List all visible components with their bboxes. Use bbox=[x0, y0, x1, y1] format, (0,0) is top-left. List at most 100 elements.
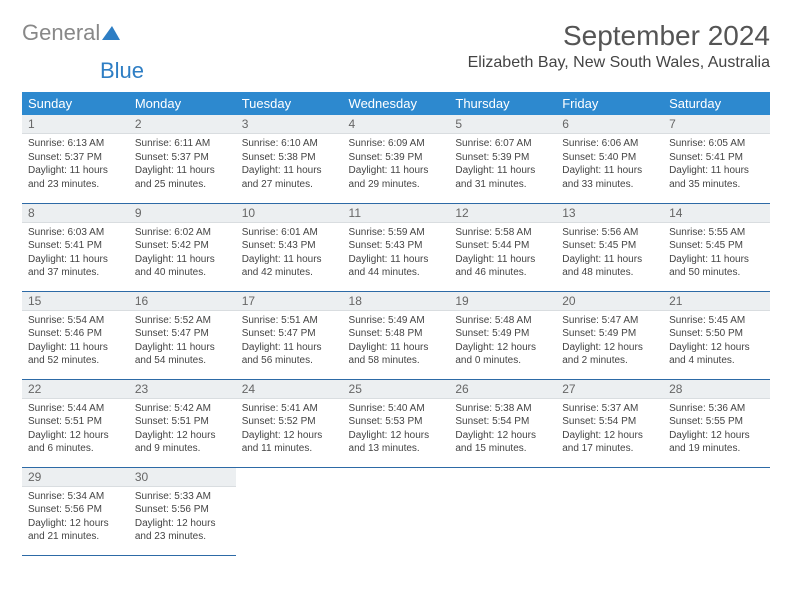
day-number: 18 bbox=[343, 292, 450, 311]
sunrise-line: Sunrise: 6:06 AM bbox=[562, 137, 657, 151]
calendar-cell bbox=[236, 467, 343, 555]
daylight-line-2: and 33 minutes. bbox=[562, 178, 657, 192]
day-number: 17 bbox=[236, 292, 343, 311]
day-body: Sunrise: 5:37 AMSunset: 5:54 PMDaylight:… bbox=[556, 399, 663, 460]
calendar-cell: 18 Sunrise: 5:49 AMSunset: 5:48 PMDayligh… bbox=[343, 291, 450, 379]
daylight-line-1: Daylight: 11 hours bbox=[28, 164, 123, 178]
day-body: Sunrise: 6:10 AMSunset: 5:38 PMDaylight:… bbox=[236, 134, 343, 195]
calendar-cell bbox=[343, 467, 450, 555]
weekday-header-row: Sunday Monday Tuesday Wednesday Thursday… bbox=[22, 92, 770, 115]
day-body: Sunrise: 5:38 AMSunset: 5:54 PMDaylight:… bbox=[449, 399, 556, 460]
calendar-cell: 11Sunrise: 5:59 AMSunset: 5:43 PMDayligh… bbox=[343, 203, 450, 291]
calendar-cell: 19Sunrise: 5:48 AMSunset: 5:49 PMDayligh… bbox=[449, 291, 556, 379]
day-body: Sunrise: 5:52 AMSunset: 5:47 PMDaylight:… bbox=[129, 311, 236, 372]
day-number: 26 bbox=[449, 380, 556, 399]
day-body: Sunrise: 5:47 AMSunset: 5:49 PMDaylight:… bbox=[556, 311, 663, 372]
calendar-cell: 22Sunrise: 5:44 AMSunset: 5:51 PMDayligh… bbox=[22, 379, 129, 467]
day-body: Sunrise: 6:06 AMSunset: 5:40 PMDaylight:… bbox=[556, 134, 663, 195]
sunset-line: Sunset: 5:44 PM bbox=[455, 239, 550, 253]
calendar-cell: 3Sunrise: 6:10 AMSunset: 5:38 PMDaylight… bbox=[236, 115, 343, 203]
daylight-line-1: Daylight: 12 hours bbox=[669, 341, 764, 355]
calendar-row: 29Sunrise: 5:34 AMSunset: 5:56 PMDayligh… bbox=[22, 467, 770, 555]
calendar-cell: 21Sunrise: 5:45 AMSunset: 5:50 PMDayligh… bbox=[663, 291, 770, 379]
calendar-cell: 16Sunrise: 5:52 AMSunset: 5:47 PMDayligh… bbox=[129, 291, 236, 379]
daylight-line-2: and 50 minutes. bbox=[669, 266, 764, 280]
day-body: Sunrise: 5:42 AMSunset: 5:51 PMDaylight:… bbox=[129, 399, 236, 460]
day-body: Sunrise: 6:01 AMSunset: 5:43 PMDaylight:… bbox=[236, 223, 343, 284]
day-body: Sunrise: 5:58 AMSunset: 5:44 PMDaylight:… bbox=[449, 223, 556, 284]
day-body: Sunrise: 6:03 AMSunset: 5:41 PMDaylight:… bbox=[22, 223, 129, 284]
day-body: Sunrise: 5:33 AMSunset: 5:56 PMDaylight:… bbox=[129, 487, 236, 548]
sunset-line: Sunset: 5:38 PM bbox=[242, 151, 337, 165]
day-body: Sunrise: 5:59 AMSunset: 5:43 PMDaylight:… bbox=[343, 223, 450, 284]
sunrise-line: Sunrise: 5:45 AM bbox=[669, 314, 764, 328]
sunrise-line: Sunrise: 5:38 AM bbox=[455, 402, 550, 416]
day-number: 25 bbox=[343, 380, 450, 399]
day-number: 2 bbox=[129, 115, 236, 134]
daylight-line-1: Daylight: 11 hours bbox=[242, 341, 337, 355]
daylight-line-2: and 54 minutes. bbox=[135, 354, 230, 368]
daylight-line-1: Daylight: 12 hours bbox=[455, 429, 550, 443]
sunset-line: Sunset: 5:51 PM bbox=[28, 415, 123, 429]
weekday-header: Tuesday bbox=[236, 92, 343, 115]
day-body: Sunrise: 6:13 AMSunset: 5:37 PMDaylight:… bbox=[22, 134, 129, 195]
daylight-line-1: Daylight: 11 hours bbox=[242, 164, 337, 178]
daylight-line-2: and 21 minutes. bbox=[28, 530, 123, 544]
daylight-line-2: and 23 minutes. bbox=[28, 178, 123, 192]
daylight-line-1: Daylight: 12 hours bbox=[455, 341, 550, 355]
daylight-line-1: Daylight: 12 hours bbox=[28, 429, 123, 443]
day-number: 9 bbox=[129, 204, 236, 223]
day-body: Sunrise: 6:09 AMSunset: 5:39 PMDaylight:… bbox=[343, 134, 450, 195]
daylight-line-2: and 42 minutes. bbox=[242, 266, 337, 280]
sunset-line: Sunset: 5:40 PM bbox=[562, 151, 657, 165]
calendar-cell: 14Sunrise: 5:55 AMSunset: 5:45 PMDayligh… bbox=[663, 203, 770, 291]
calendar-cell: 7Sunrise: 6:05 AMSunset: 5:41 PMDaylight… bbox=[663, 115, 770, 203]
calendar-cell: 23Sunrise: 5:42 AMSunset: 5:51 PMDayligh… bbox=[129, 379, 236, 467]
sunset-line: Sunset: 5:48 PM bbox=[349, 327, 444, 341]
sunset-line: Sunset: 5:37 PM bbox=[28, 151, 123, 165]
daylight-line-1: Daylight: 11 hours bbox=[349, 164, 444, 178]
sunset-line: Sunset: 5:43 PM bbox=[349, 239, 444, 253]
day-number: 13 bbox=[556, 204, 663, 223]
calendar-cell: 29Sunrise: 5:34 AMSunset: 5:56 PMDayligh… bbox=[22, 467, 129, 555]
logo-text-1: General bbox=[22, 20, 100, 46]
sunrise-line: Sunrise: 6:02 AM bbox=[135, 226, 230, 240]
day-number: 28 bbox=[663, 380, 770, 399]
daylight-line-1: Daylight: 11 hours bbox=[349, 341, 444, 355]
daylight-line-1: Daylight: 11 hours bbox=[455, 253, 550, 267]
daylight-line-1: Daylight: 11 hours bbox=[135, 253, 230, 267]
day-number: 14 bbox=[663, 204, 770, 223]
day-body: Sunrise: 5:45 AMSunset: 5:50 PMDaylight:… bbox=[663, 311, 770, 372]
day-number: 16 bbox=[129, 292, 236, 311]
day-body: Sunrise: 5:44 AMSunset: 5:51 PMDaylight:… bbox=[22, 399, 129, 460]
daylight-line-2: and 19 minutes. bbox=[669, 442, 764, 456]
sunset-line: Sunset: 5:41 PM bbox=[669, 151, 764, 165]
daylight-line-2: and 37 minutes. bbox=[28, 266, 123, 280]
calendar-cell: 24Sunrise: 5:41 AMSunset: 5:52 PMDayligh… bbox=[236, 379, 343, 467]
daylight-line-1: Daylight: 11 hours bbox=[28, 253, 123, 267]
daylight-line-2: and 9 minutes. bbox=[135, 442, 230, 456]
calendar-cell: 13Sunrise: 5:56 AMSunset: 5:45 PMDayligh… bbox=[556, 203, 663, 291]
sunset-line: Sunset: 5:54 PM bbox=[455, 415, 550, 429]
daylight-line-1: Daylight: 11 hours bbox=[135, 164, 230, 178]
daylight-line-1: Daylight: 11 hours bbox=[349, 253, 444, 267]
sunrise-line: Sunrise: 6:09 AM bbox=[349, 137, 444, 151]
sunrise-line: Sunrise: 5:41 AM bbox=[242, 402, 337, 416]
daylight-line-2: and 11 minutes. bbox=[242, 442, 337, 456]
daylight-line-2: and 35 minutes. bbox=[669, 178, 764, 192]
calendar-cell: 27Sunrise: 5:37 AMSunset: 5:54 PMDayligh… bbox=[556, 379, 663, 467]
daylight-line-2: and 48 minutes. bbox=[562, 266, 657, 280]
daylight-line-1: Daylight: 11 hours bbox=[669, 253, 764, 267]
sunset-line: Sunset: 5:43 PM bbox=[242, 239, 337, 253]
daylight-line-2: and 46 minutes. bbox=[455, 266, 550, 280]
day-body: Sunrise: 5:41 AMSunset: 5:52 PMDaylight:… bbox=[236, 399, 343, 460]
day-body: Sunrise: 5:48 AMSunset: 5:49 PMDaylight:… bbox=[449, 311, 556, 372]
month-title: September 2024 bbox=[468, 20, 770, 52]
sunset-line: Sunset: 5:45 PM bbox=[562, 239, 657, 253]
day-number: 30 bbox=[129, 468, 236, 487]
calendar-cell bbox=[663, 467, 770, 555]
sunrise-line: Sunrise: 5:49 AM bbox=[349, 314, 444, 328]
daylight-line-2: and 27 minutes. bbox=[242, 178, 337, 192]
calendar-cell: 26Sunrise: 5:38 AMSunset: 5:54 PMDayligh… bbox=[449, 379, 556, 467]
day-number: 6 bbox=[556, 115, 663, 134]
